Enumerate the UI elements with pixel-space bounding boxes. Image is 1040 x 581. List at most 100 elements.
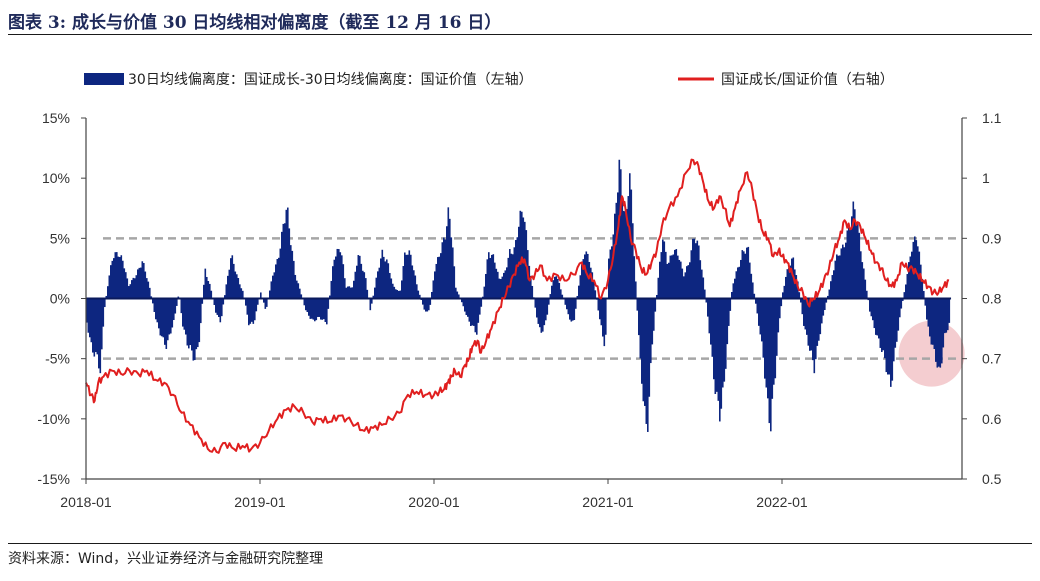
bar [848, 227, 850, 299]
bar [435, 263, 438, 299]
bar [113, 258, 115, 299]
bar [339, 252, 342, 299]
bar [449, 218, 451, 299]
bar [803, 298, 805, 326]
bar [674, 249, 676, 299]
bar [564, 298, 567, 305]
bar [185, 298, 187, 335]
bar [708, 298, 711, 334]
bar [579, 275, 582, 299]
bar [707, 298, 709, 317]
bar [249, 298, 252, 324]
bar [705, 298, 708, 303]
bar [725, 298, 727, 369]
bar [897, 298, 900, 331]
bar [257, 298, 259, 305]
bar [581, 264, 583, 299]
bar [659, 261, 661, 299]
bar [599, 298, 601, 320]
bar [131, 280, 133, 299]
bar [788, 268, 790, 299]
bar [614, 213, 616, 299]
right-tick-label: 0.8 [982, 291, 1002, 307]
bar [678, 259, 681, 299]
bar [818, 298, 820, 341]
bar [341, 255, 343, 299]
bar [711, 298, 714, 357]
bar [408, 250, 411, 299]
left-tick-label: 15% [42, 110, 70, 126]
right-tick-label: 1.1 [982, 110, 1002, 126]
bar [419, 294, 421, 299]
bar [692, 238, 694, 299]
bar [219, 298, 222, 323]
bar [507, 257, 510, 299]
bar [305, 298, 307, 311]
bar [921, 278, 924, 299]
right-tick-label: 1 [982, 170, 990, 186]
bar [566, 298, 568, 310]
bar [860, 251, 862, 299]
bar [215, 298, 217, 313]
bar [582, 259, 585, 299]
bar [816, 298, 819, 346]
bar [735, 271, 738, 299]
bar [501, 276, 504, 299]
bar [443, 237, 445, 299]
bar [600, 298, 603, 326]
bar [431, 291, 433, 299]
bar [617, 192, 619, 299]
bar [438, 256, 441, 299]
bar [162, 298, 165, 338]
bar [806, 298, 808, 335]
bar [602, 298, 604, 337]
bar [945, 298, 948, 333]
bar [342, 264, 345, 299]
bar [489, 257, 492, 299]
bar [264, 298, 267, 309]
bar [813, 298, 816, 374]
bar [290, 245, 292, 299]
bar [752, 282, 754, 299]
bar [552, 280, 555, 299]
bar [567, 298, 570, 315]
bar [129, 284, 132, 299]
bar [441, 242, 444, 299]
bar [810, 298, 813, 351]
bar [465, 298, 468, 316]
bar [504, 270, 507, 299]
bar [498, 278, 501, 299]
bar [203, 284, 205, 299]
bar [590, 267, 592, 299]
left-tick-label: -5% [45, 351, 70, 367]
bar [240, 288, 243, 299]
bar [843, 247, 846, 299]
bar [479, 298, 481, 315]
bar [906, 274, 909, 299]
bar [440, 253, 442, 299]
bar [402, 266, 405, 299]
bar [731, 292, 733, 299]
bar [383, 256, 385, 299]
bar [593, 281, 595, 299]
bar [561, 294, 564, 299]
bar [474, 298, 477, 333]
bar [929, 298, 931, 337]
bar-series [86, 159, 951, 432]
bar [393, 286, 396, 299]
bar [546, 298, 549, 315]
bar [695, 243, 697, 299]
bar [404, 252, 406, 299]
bar [869, 298, 871, 312]
bar [195, 298, 198, 350]
bar [821, 298, 823, 324]
bar [476, 298, 478, 335]
bar [540, 298, 543, 333]
bar [291, 250, 294, 299]
right-axis-ticks: 1.1 1 0.9 0.8 0.7 0.6 0.5 [962, 110, 1002, 487]
bar [159, 298, 162, 336]
bar [153, 298, 156, 312]
bar [350, 287, 352, 299]
bar [311, 298, 313, 319]
bar [744, 253, 747, 299]
